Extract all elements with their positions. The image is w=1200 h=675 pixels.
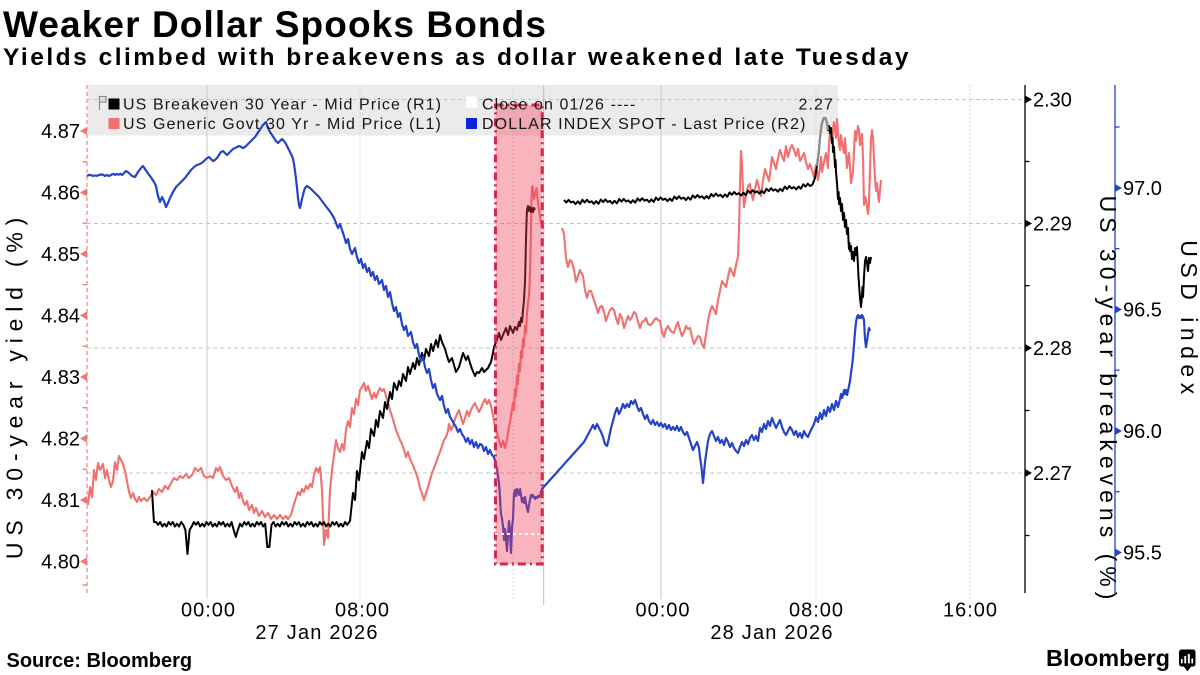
svg-text:US 30-year yield (%): US 30-year yield (%) — [2, 211, 28, 559]
svg-text:27 Jan 2026: 27 Jan 2026 — [255, 622, 378, 644]
svg-text:00:00: 00:00 — [181, 600, 236, 622]
svg-text:08:00: 08:00 — [335, 600, 390, 622]
svg-text:2.30: 2.30 — [1033, 90, 1072, 112]
svg-text:97.0: 97.0 — [1123, 178, 1162, 200]
svg-text:2.27: 2.27 — [1033, 463, 1072, 485]
svg-text:4.84: 4.84 — [41, 306, 80, 328]
svg-text:08:00: 08:00 — [789, 600, 844, 622]
svg-text:Bloomberg: Bloomberg — [1046, 645, 1170, 671]
svg-text:96.5: 96.5 — [1123, 300, 1162, 322]
svg-text:2.27: 2.27 — [798, 97, 834, 114]
svg-text:2.29: 2.29 — [1033, 214, 1072, 236]
svg-text:4.83: 4.83 — [41, 367, 80, 389]
svg-text:4.81: 4.81 — [41, 490, 80, 512]
svg-text:95.5: 95.5 — [1123, 543, 1162, 565]
svg-text:4.80: 4.80 — [41, 552, 80, 574]
svg-text:4.82: 4.82 — [41, 429, 80, 451]
svg-text:Source: Bloomberg: Source: Bloomberg — [7, 650, 193, 672]
svg-text:USD index: USD index — [1176, 240, 1200, 399]
svg-text:96.0: 96.0 — [1123, 421, 1162, 443]
svg-text:00:00: 00:00 — [635, 600, 690, 622]
svg-text:DOLLAR INDEX SPOT - Last Price: DOLLAR INDEX SPOT - Last Price (R2) — [482, 116, 807, 133]
svg-text:US Generic Govt 30 Yr - Mid Pr: US Generic Govt 30 Yr - Mid Price (L1) — [123, 116, 442, 133]
svg-text:4.85: 4.85 — [41, 244, 80, 266]
svg-text:4.87: 4.87 — [41, 121, 80, 143]
svg-text:16:00: 16:00 — [943, 600, 998, 622]
svg-text:4.86: 4.86 — [41, 183, 80, 205]
svg-text:US 30-year breakevens (%): US 30-year breakevens (%) — [1095, 196, 1121, 605]
svg-text:2.28: 2.28 — [1033, 338, 1072, 360]
svg-text:Close on 01/26 ----: Close on 01/26 ---- — [482, 97, 636, 114]
svg-text:28 Jan 2026: 28 Jan 2026 — [710, 622, 833, 644]
svg-text:Weaker Dollar Spooks Bonds: Weaker Dollar Spooks Bonds — [3, 4, 547, 45]
svg-text:US Breakeven 30 Year - Mid Pri: US Breakeven 30 Year - Mid Price (R1) — [123, 97, 442, 114]
svg-text:Yields climbed with breakevens: Yields climbed with breakevens as dollar… — [3, 44, 911, 71]
